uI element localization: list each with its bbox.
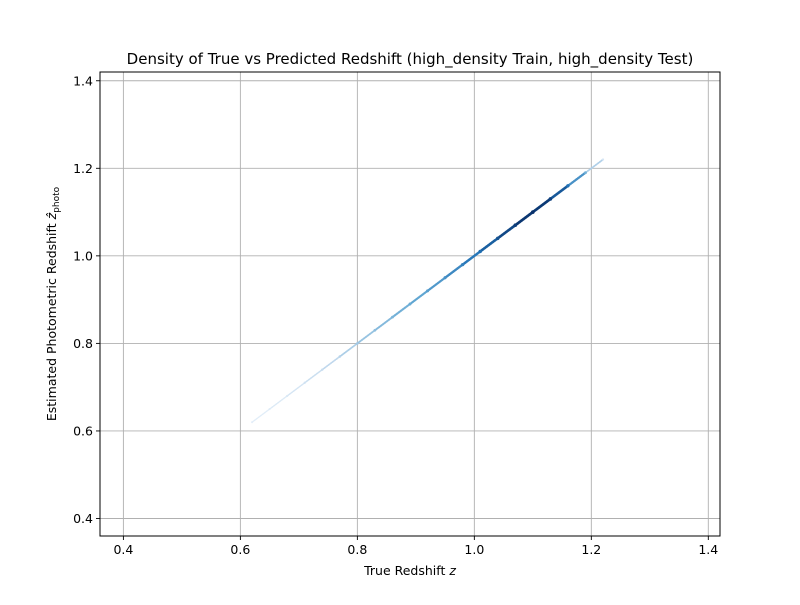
y-tick-label: 0.6 xyxy=(73,423,93,438)
density-segment xyxy=(426,276,447,293)
data-point xyxy=(566,184,570,188)
data-point xyxy=(495,236,500,241)
data-point xyxy=(408,302,412,306)
x-axis-label-text: True Redshift xyxy=(363,563,449,578)
density-segment xyxy=(268,395,288,410)
y-tick-label: 1.4 xyxy=(73,73,93,88)
y-axis-label-subscript: photo xyxy=(52,186,62,212)
y-tick-label: 0.4 xyxy=(73,511,93,526)
data-point xyxy=(286,394,289,398)
density-segment xyxy=(356,329,376,345)
data-point xyxy=(373,328,377,332)
x-ticks: 0.4 0.6 0.8 1.0 1.2 1.4 xyxy=(113,536,718,557)
y-tick-label: 1.2 xyxy=(73,161,93,176)
density-segment xyxy=(408,289,429,306)
density-segment xyxy=(286,382,306,397)
density-segment xyxy=(461,250,482,266)
density-segment xyxy=(303,368,324,384)
data-point xyxy=(513,223,518,227)
data-point xyxy=(426,289,430,293)
x-tick-label: 0.8 xyxy=(347,542,367,557)
data-point xyxy=(321,368,324,371)
data-point xyxy=(531,210,535,214)
data-point xyxy=(391,315,394,319)
chart-title: Density of True vs Predicted Redshift (h… xyxy=(127,50,694,69)
density-segment xyxy=(549,184,570,201)
density-segment xyxy=(338,342,359,358)
data-point xyxy=(478,249,482,254)
density-segment xyxy=(478,237,500,253)
data-point xyxy=(584,171,587,175)
x-axis-label-symbol: z xyxy=(448,563,456,578)
data-point xyxy=(601,158,605,161)
density-segment xyxy=(496,223,517,240)
y-tick-label: 0.8 xyxy=(73,336,93,351)
grid xyxy=(100,72,720,536)
density-segment xyxy=(531,197,552,214)
y-tick-label: 1.0 xyxy=(73,248,93,263)
x-tick-label: 1.2 xyxy=(581,542,601,557)
x-axis-label: True Redshift z xyxy=(363,563,456,578)
data-points xyxy=(251,158,605,424)
data-point xyxy=(338,355,342,358)
y-axis-label-text: Estimated Photometric Redshift xyxy=(44,219,59,421)
density-segment xyxy=(391,302,412,319)
density-segment xyxy=(513,210,535,227)
plot-frame xyxy=(99,71,721,537)
density-segment xyxy=(443,263,464,279)
x-tick-label: 0.4 xyxy=(113,542,133,557)
x-tick-label: 1.0 xyxy=(464,542,484,557)
density-segment xyxy=(321,355,341,371)
data-point xyxy=(548,197,553,201)
data-point xyxy=(443,276,447,280)
density-segment xyxy=(584,158,604,174)
x-tick-label: 1.4 xyxy=(698,542,718,557)
y-axis-label-symbol: ẑ xyxy=(44,212,59,220)
data-point xyxy=(268,407,271,411)
data-point xyxy=(303,381,306,384)
density-segment xyxy=(566,171,587,187)
x-tick-label: 0.6 xyxy=(230,542,250,557)
density-segment xyxy=(251,408,271,423)
data-point xyxy=(461,262,465,267)
density-segment xyxy=(373,316,394,332)
data-point xyxy=(251,421,254,424)
data-point xyxy=(356,342,359,345)
y-ticks: 0.4 0.6 0.8 1.0 1.2 1.4 xyxy=(73,73,100,526)
y-axis-label: Estimated Photometric Redshift ẑphoto xyxy=(44,186,62,421)
